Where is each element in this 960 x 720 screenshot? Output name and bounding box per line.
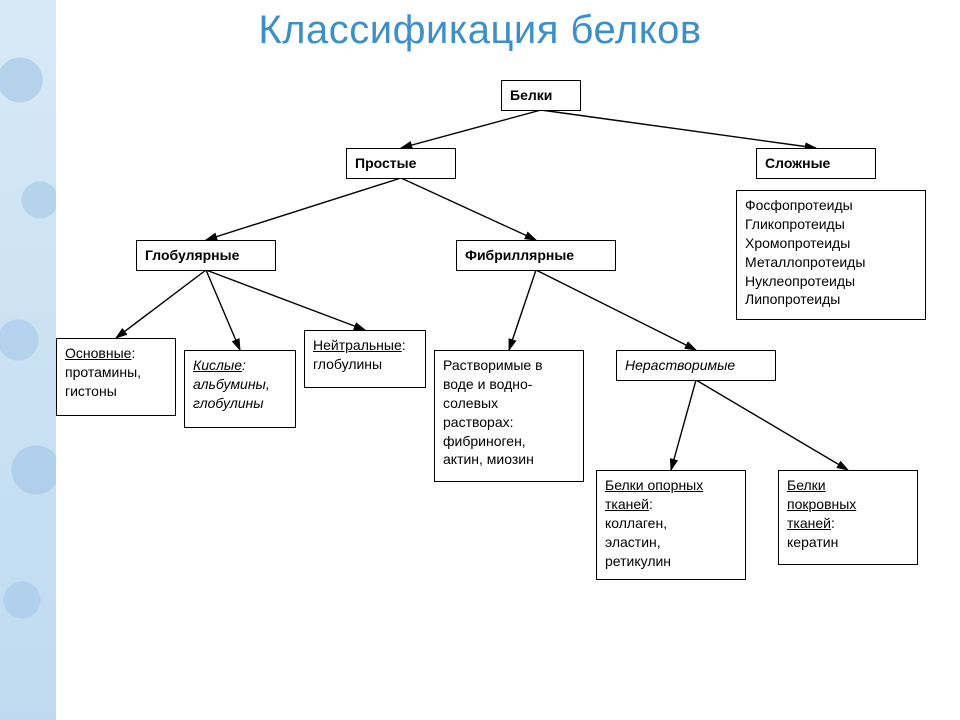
node-insoluble: Нерастворимые <box>616 350 776 381</box>
node-acidic: Кислые: альбумины, глобулины <box>184 350 296 428</box>
node-complex_list: Фосфопротеиды Гликопротеиды Хромопротеид… <box>736 190 926 320</box>
classification-diagram: Белки Простые Сложные Глобулярные Фибриллярн… <box>56 70 960 718</box>
node-neutral: Нейтральные: глобулины <box>304 330 426 388</box>
node-complex: Сложные <box>756 148 876 179</box>
node-fibrillar: Фибриллярные <box>456 240 616 271</box>
node-soluble: Растворимые в воде и водно- солевых раст… <box>434 350 584 482</box>
node-structural: Белки опорных тканей: коллаген, эластин,… <box>596 470 746 580</box>
node-basic: Основные: протамины, гистоны <box>56 338 176 416</box>
node-cover: Белки покровных тканей: кератин <box>778 470 918 565</box>
node-root: Белки <box>501 80 581 111</box>
decorative-left-strip <box>0 0 56 720</box>
node-globular: Глобулярные <box>136 240 276 271</box>
slide-title: Классификация белков <box>0 8 960 53</box>
node-simple: Простые <box>346 148 456 179</box>
